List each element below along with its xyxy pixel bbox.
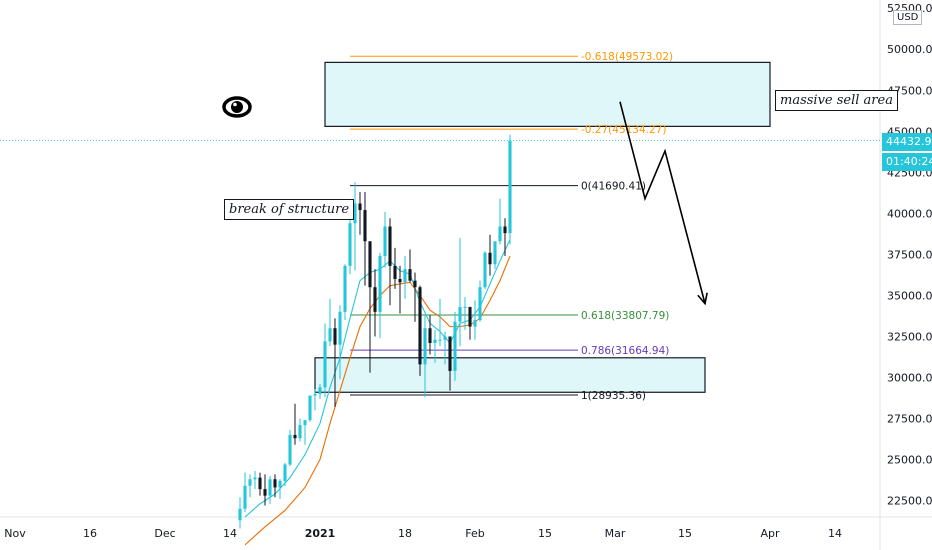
fib-level-label: 0.786(31664.94) xyxy=(581,345,669,357)
fib-level-label: 1(28935.36) xyxy=(581,390,646,402)
demand-zone-rect xyxy=(314,357,706,393)
candle-body xyxy=(358,203,362,211)
candle-body xyxy=(318,387,322,394)
candle-body xyxy=(303,420,307,426)
candle-body xyxy=(428,328,432,344)
candle-body xyxy=(498,226,502,242)
candle-body xyxy=(243,485,247,509)
candle-body xyxy=(283,464,287,481)
candle-body xyxy=(273,479,277,488)
candle-body xyxy=(423,328,427,365)
candle-body xyxy=(338,311,342,345)
x-tick-label: Feb xyxy=(465,527,484,540)
candle-body xyxy=(463,306,467,308)
projection-arrowhead xyxy=(697,292,708,306)
x-tick-label: 15 xyxy=(538,527,552,540)
candle-body xyxy=(373,287,377,312)
x-tick-label: 14 xyxy=(828,527,842,540)
candle-body xyxy=(238,508,242,521)
candle-body xyxy=(458,306,462,322)
fib-level-label: -0.618(49573.02) xyxy=(581,51,673,63)
y-tick-label: 22500.00 xyxy=(887,495,932,508)
candle-body xyxy=(398,279,402,283)
candle-body xyxy=(443,336,447,340)
x-tick-label: Nov xyxy=(4,527,26,540)
y-tick-label: 50000.00 xyxy=(887,43,932,56)
candle-body xyxy=(478,287,482,321)
candle-body xyxy=(328,328,332,342)
candle-body xyxy=(348,223,352,266)
y-tick-label: 27500.00 xyxy=(887,413,932,426)
massive-sell-area-note: massive sell area xyxy=(775,90,898,111)
candle-body xyxy=(413,280,417,288)
x-tick-label: 16 xyxy=(83,527,97,540)
x-tick-label: Dec xyxy=(154,527,175,540)
candle-body xyxy=(293,434,297,439)
ema-slow-line xyxy=(244,255,511,546)
fib-level-label: -0.27(45134.27) xyxy=(581,124,666,136)
candle-body xyxy=(353,203,357,224)
x-tick-label: Mar xyxy=(605,527,626,540)
candle-body xyxy=(393,265,397,280)
y-tick-label: 32500.00 xyxy=(887,330,932,343)
candle-body xyxy=(438,339,442,341)
candle-body xyxy=(483,252,487,288)
candle-body xyxy=(408,269,412,281)
y-tick-label: 37500.00 xyxy=(887,248,932,261)
candle-body xyxy=(508,140,512,234)
candle-body xyxy=(278,480,282,488)
fib-level-label: 0(41690.41) xyxy=(581,181,646,193)
candle-body xyxy=(333,328,337,345)
candle-body xyxy=(473,320,477,327)
candle-body xyxy=(448,336,452,371)
candle-body xyxy=(468,306,472,327)
candle-body xyxy=(403,269,407,283)
candle-body xyxy=(493,241,497,265)
candle-body xyxy=(248,479,252,486)
currency-label[interactable]: USD xyxy=(893,10,923,25)
candle-body xyxy=(288,434,292,465)
sell-zone-rect xyxy=(324,61,771,127)
candle-body xyxy=(453,321,457,371)
bar-countdown-tag: 01:40:24 xyxy=(882,153,932,171)
x-tick-label: Apr xyxy=(760,527,780,540)
candle-body xyxy=(258,477,262,490)
y-tick-label: 35000.00 xyxy=(887,289,932,302)
y-tick-label: 47500.00 xyxy=(887,84,932,97)
candle-body xyxy=(503,226,507,234)
fib-level-label: 0.618(33807.79) xyxy=(581,310,669,322)
candle-body xyxy=(323,341,327,388)
x-tick-label: 18 xyxy=(398,527,412,540)
eye-icon xyxy=(222,96,252,118)
x-tick-label: 15 xyxy=(678,527,692,540)
candle-body xyxy=(253,477,257,480)
candle-body xyxy=(378,256,382,312)
candle-body xyxy=(433,339,437,344)
y-tick-label: 40000.00 xyxy=(887,207,932,220)
candle-body xyxy=(343,265,347,312)
y-tick-label: 25000.00 xyxy=(887,454,932,467)
candle-body xyxy=(388,226,392,266)
candle-body xyxy=(418,287,422,365)
candle-body xyxy=(308,395,312,421)
candle-body xyxy=(263,489,267,496)
candle-body xyxy=(313,393,317,396)
candle-body xyxy=(268,479,272,496)
candle-body xyxy=(383,226,387,257)
candle-body xyxy=(368,241,372,288)
x-tick-label: 14 xyxy=(223,527,237,540)
candle-body xyxy=(363,210,367,242)
candle-body xyxy=(298,425,302,439)
projection-path xyxy=(619,101,706,304)
candle-body xyxy=(488,252,492,265)
x-tick-label: 2021 xyxy=(305,527,336,540)
break-of-structure-note: break of structure xyxy=(224,199,355,220)
y-tick-label: 30000.00 xyxy=(887,371,932,384)
last-price-tag: 44432.96 xyxy=(882,133,932,151)
